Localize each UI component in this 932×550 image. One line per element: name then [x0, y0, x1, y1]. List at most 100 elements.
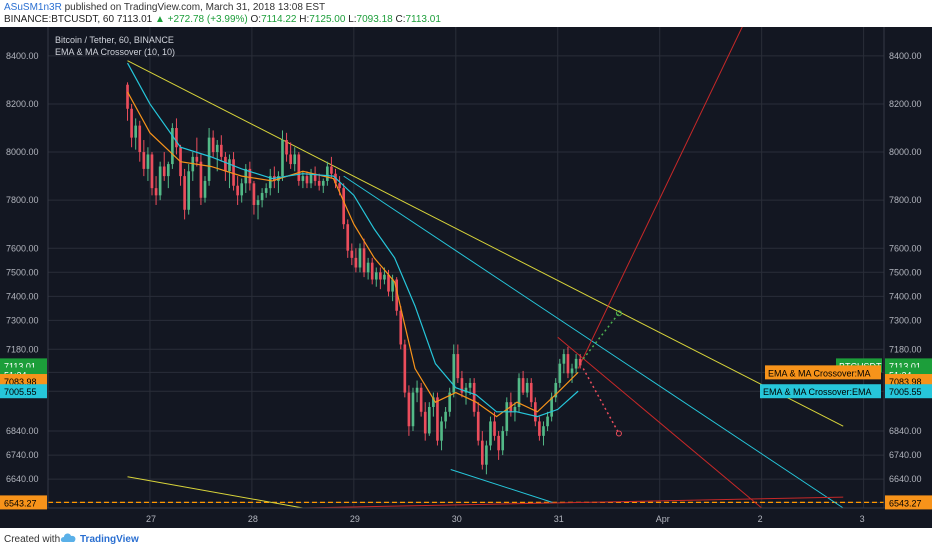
time-tick: 31 — [554, 514, 564, 524]
indicator-lines — [126, 62, 579, 418]
candle-body — [268, 176, 272, 189]
candle-body — [346, 224, 350, 251]
candle-body — [570, 368, 574, 374]
candle-body — [146, 154, 150, 169]
price-tag-label: 7083.98 — [4, 377, 37, 387]
price-tag-label: 6543.27 — [4, 498, 37, 508]
candle-body — [432, 397, 435, 407]
candle-body — [293, 154, 297, 165]
trendline — [577, 27, 743, 369]
price-tick-right: 7180.00 — [889, 344, 922, 354]
candle-body — [244, 168, 248, 184]
candle-body — [513, 406, 517, 412]
annotation-tag-label: EMA & MA Crossover:MA — [768, 368, 871, 378]
candle-body — [370, 262, 374, 280]
candle-body — [236, 185, 239, 196]
candle-body — [301, 176, 305, 181]
candle-body — [219, 144, 223, 157]
candle-body — [456, 354, 460, 379]
trendline — [343, 175, 844, 509]
candle-body — [444, 411, 447, 422]
candle-body — [542, 426, 545, 436]
tradingview-cloud-icon — [60, 533, 76, 542]
candle-body — [134, 125, 138, 138]
candle-body — [289, 154, 292, 165]
candle-body — [427, 406, 431, 434]
candle-body — [207, 137, 211, 181]
candle-body — [521, 378, 525, 393]
candle-body — [252, 183, 256, 205]
candle-body — [554, 382, 558, 398]
candle-body — [464, 387, 468, 393]
candle-body — [130, 108, 133, 138]
candle-body — [395, 279, 398, 311]
candle-body — [468, 382, 472, 388]
candle-body — [187, 171, 191, 210]
candle-body — [374, 272, 378, 280]
candle-body — [574, 358, 578, 369]
candle-body — [485, 445, 488, 465]
candle-body — [423, 411, 427, 434]
chart-canvas[interactable]: 8400.00 8400.00 8200.00 8200.00 8000.00 8000.… — [0, 27, 932, 528]
candle-body — [558, 363, 562, 383]
indicator-line — [126, 62, 579, 418]
tradingview-brand[interactable]: TradingView — [80, 534, 139, 545]
trendline — [557, 336, 762, 509]
ohlc-line: BINANCE:BTCUSDT, 60 7113.01 ▲ +272.78 (+… — [4, 14, 441, 25]
time-tick: 3 — [860, 514, 865, 524]
trendline — [450, 469, 553, 503]
publish-line: ASuSM1n3R published on TradingView.com, … — [4, 2, 325, 13]
candle-body — [440, 421, 443, 441]
candle-body — [158, 166, 162, 196]
candle-body — [240, 183, 244, 196]
price-tag-right — [885, 495, 932, 510]
candle-body — [578, 358, 582, 366]
close-label: C: — [395, 14, 406, 25]
time-tick: 28 — [248, 514, 258, 524]
price-tick-right: 6840.00 — [889, 426, 922, 436]
trendline — [127, 476, 303, 509]
symbol-label: BINANCE:BTCUSDT, 60 — [4, 14, 115, 25]
trendline — [127, 60, 844, 427]
candle-body — [497, 435, 500, 451]
price-tick-left: 6640.00 — [6, 474, 39, 484]
candle-body — [387, 274, 390, 292]
price-tick-left: 8200.00 — [6, 99, 39, 109]
price-tag-left — [0, 495, 47, 510]
candle-body — [358, 248, 362, 268]
candle-body — [175, 128, 178, 148]
price-tick-left: 6740.00 — [6, 450, 39, 460]
candle-body — [166, 164, 170, 177]
candle-body — [448, 392, 452, 412]
candle-body — [546, 416, 549, 427]
close-value: 7113.01 — [405, 14, 441, 25]
time-tick: Apr — [656, 514, 670, 524]
author-link[interactable]: ASuSM1n3R — [4, 2, 62, 13]
projection-target — [615, 310, 622, 317]
time-tick: 27 — [146, 514, 156, 524]
candle-body — [199, 161, 203, 198]
price-tick-left: 7600.00 — [6, 243, 39, 253]
candle-body — [248, 168, 252, 184]
candle-body — [297, 154, 301, 181]
price-tag-label: 7005.55 — [4, 387, 37, 397]
price-tick-right: 8000.00 — [889, 147, 922, 157]
candle-body — [366, 262, 370, 273]
price-tick-left: 8400.00 — [6, 51, 39, 61]
price-tag-right — [885, 384, 932, 399]
candle-body — [317, 180, 321, 186]
annotation-tag — [760, 384, 881, 399]
price-tick-right: 7300.00 — [889, 315, 922, 325]
price-tick-left: 7180.00 — [6, 344, 39, 354]
price-tick-left: 7800.00 — [6, 195, 39, 205]
price-tick-right: 7800.00 — [889, 195, 922, 205]
price-tag-label: 7005.55 — [889, 387, 922, 397]
candle-body — [264, 188, 268, 193]
candle-body — [493, 421, 496, 436]
footer: Created with TradingView — [0, 528, 932, 550]
legend-indicator: EMA & MA Crossover (10, 10) — [55, 47, 175, 57]
price-tick-left: 7500.00 — [6, 267, 39, 277]
candle-body — [228, 159, 231, 172]
candle-body — [260, 192, 264, 201]
projection-target — [615, 430, 622, 437]
